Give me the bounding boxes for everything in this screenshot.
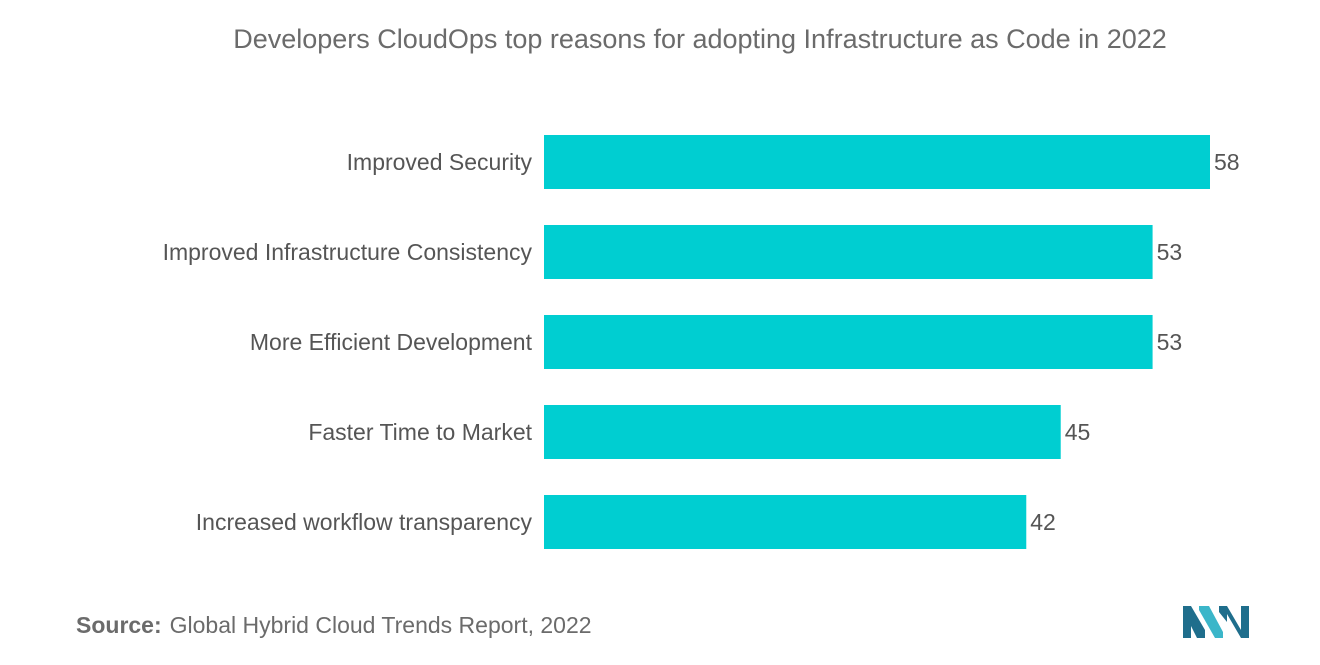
source-label: Source: — [76, 612, 162, 638]
bar-3 — [544, 405, 1061, 459]
source-text: Global Hybrid Cloud Trends Report, 2022 — [169, 612, 592, 638]
category-label-1: Improved Infrastructure Consistency — [163, 239, 533, 265]
bars-group — [544, 135, 1210, 549]
source-note: Source: Global Hybrid Cloud Trends Report… — [76, 612, 592, 639]
bar-2 — [544, 315, 1153, 369]
bar-1 — [544, 225, 1153, 279]
category-label-0: Improved Security — [347, 149, 533, 175]
value-label-1: 53 — [1157, 239, 1183, 265]
chart-title: Developers CloudOps top reasons for adop… — [233, 24, 1167, 54]
value-label-2: 53 — [1157, 329, 1183, 355]
bar-0 — [544, 135, 1210, 189]
category-label-2: More Efficient Development — [250, 329, 533, 355]
logo-middle-shape — [1199, 606, 1223, 638]
category-label-4: Increased workflow transparency — [196, 509, 533, 535]
value-label-3: 45 — [1065, 419, 1091, 445]
brand-logo-icon — [1183, 606, 1249, 638]
bar-chart: Improved Security Improved Infrastructure… — [163, 135, 1240, 549]
logo-left-shape — [1183, 606, 1205, 638]
value-labels-group: 58 53 53 45 42 — [1030, 149, 1239, 535]
category-labels-group: Improved Security Improved Infrastructure… — [163, 149, 533, 535]
category-label-3: Faster Time to Market — [308, 419, 532, 445]
value-label-4: 42 — [1030, 509, 1056, 535]
value-label-0: 58 — [1214, 149, 1240, 175]
bar-4 — [544, 495, 1027, 549]
logo-right-shape — [1219, 606, 1249, 638]
